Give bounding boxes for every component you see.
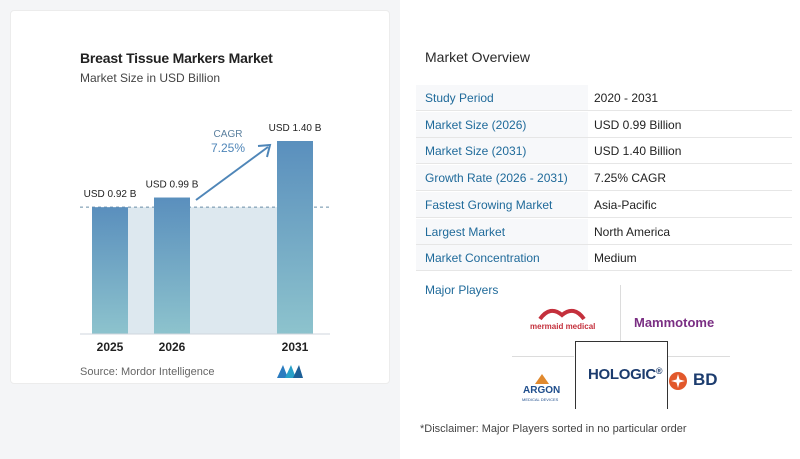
bar bbox=[277, 141, 313, 334]
overview-row: Growth Rate (2026 - 2031) 7.25% CAGR bbox=[416, 165, 792, 192]
disclaimer: *Disclaimer: Major Players sorted in no … bbox=[420, 423, 687, 435]
overview-row-label: Largest Market bbox=[425, 224, 506, 239]
cagr-value: 7.25% bbox=[211, 141, 245, 155]
overview-row-value: Medium bbox=[594, 251, 637, 266]
data-label: USD 0.99 B bbox=[146, 180, 199, 191]
cagr-label: CAGR bbox=[214, 129, 243, 140]
mermaid-medical-logo: mermaid medical bbox=[524, 305, 604, 337]
mammotome-logo: Mammotome bbox=[634, 315, 715, 330]
overview-row-shade bbox=[416, 218, 588, 244]
chart-source: Source: Mordor Intelligence bbox=[80, 366, 215, 378]
x-tick-label: 2031 bbox=[282, 340, 309, 354]
overview-title: Market Overview bbox=[425, 49, 531, 65]
overview-row-value: USD 0.99 Billion bbox=[594, 117, 682, 132]
overview-row-label: Study Period bbox=[425, 91, 494, 105]
overview-row-label: Market Concentration bbox=[425, 251, 540, 266]
overview-row-shade bbox=[416, 111, 588, 137]
overview-row: Market Size (2026) USD 0.99 Billion bbox=[416, 111, 792, 138]
mermaid-text: mermaid medical bbox=[530, 322, 596, 331]
overview-row-value: Asia-Pacific bbox=[594, 197, 657, 212]
bd-logo: BD bbox=[668, 370, 728, 392]
overview-row-shade bbox=[416, 85, 588, 110]
overview-row: Market Concentration Medium bbox=[416, 245, 792, 272]
mermaid-arc-icon bbox=[538, 308, 586, 321]
hologic-logo: HOLOGIC® bbox=[588, 366, 663, 383]
hologic-box-top bbox=[575, 341, 668, 342]
overview-row-label: Growth Rate (2026 - 2031) bbox=[425, 171, 568, 186]
argon-subtext: MEDICAL DEVICES bbox=[522, 397, 559, 402]
overview-row-value: 7.25% CAGR bbox=[594, 171, 667, 186]
overview-row-shade bbox=[416, 191, 588, 217]
bd-starburst-icon bbox=[669, 372, 687, 390]
argon-logo: ARGON MEDICAL DEVICES bbox=[520, 374, 568, 404]
overview-row-value: 2020 - 2031 bbox=[594, 91, 659, 105]
bar-chart: USD 0.92 B 2025 USD 0.99 B 2026 USD 1.40 B 20… bbox=[80, 123, 330, 354]
bd-text: BD bbox=[693, 370, 718, 389]
cagr-arrow-line bbox=[195, 146, 269, 201]
overview-row-label: Market Size (2031) bbox=[425, 144, 527, 159]
players-divider-left bbox=[512, 356, 574, 357]
overview-row-shade bbox=[416, 165, 588, 191]
overview-row-label: Market Size (2026) bbox=[425, 117, 527, 132]
cagr-arrowhead-icon bbox=[257, 143, 272, 158]
overview-row: Market Size (2031) USD 1.40 Billion bbox=[416, 138, 792, 165]
argon-triangle-icon bbox=[535, 374, 549, 384]
hologic-text: HOLOGIC bbox=[588, 366, 656, 383]
hologic-box-left bbox=[575, 341, 576, 409]
data-label: USD 0.92 B bbox=[84, 189, 137, 200]
overview-row-shade bbox=[416, 245, 588, 271]
x-tick-label: 2026 bbox=[159, 340, 186, 354]
overview-row-label: Fastest Growing Market bbox=[425, 197, 553, 212]
bar bbox=[92, 207, 128, 334]
overview-row: Fastest Growing Market Asia-Pacific bbox=[416, 191, 792, 218]
argon-text: ARGON bbox=[523, 385, 561, 396]
overview-row-shade bbox=[416, 138, 588, 164]
data-label: USD 1.40 B bbox=[269, 123, 322, 134]
x-tick-label: 2025 bbox=[97, 340, 124, 354]
bar bbox=[154, 197, 190, 334]
hologic-ribbon-icon: ® bbox=[655, 366, 663, 376]
chart-subtitle: Market Size in USD Billion bbox=[80, 71, 221, 85]
mordor-logo-icon bbox=[277, 365, 303, 378]
chart-title: Breast Tissue Markers Market bbox=[80, 50, 273, 66]
overview-row-value: USD 1.40 Billion bbox=[594, 144, 682, 159]
overview-row: Study Period 2020 - 2031 bbox=[416, 85, 792, 111]
players-title: Major Players bbox=[425, 283, 499, 297]
hologic-box-right bbox=[667, 341, 668, 409]
overview-row-value: North America bbox=[594, 224, 671, 239]
players-divider-vertical-top bbox=[620, 285, 621, 341]
players-divider-right bbox=[668, 356, 730, 357]
growth-band bbox=[128, 207, 277, 334]
overview-row: Largest Market North America bbox=[416, 218, 792, 245]
